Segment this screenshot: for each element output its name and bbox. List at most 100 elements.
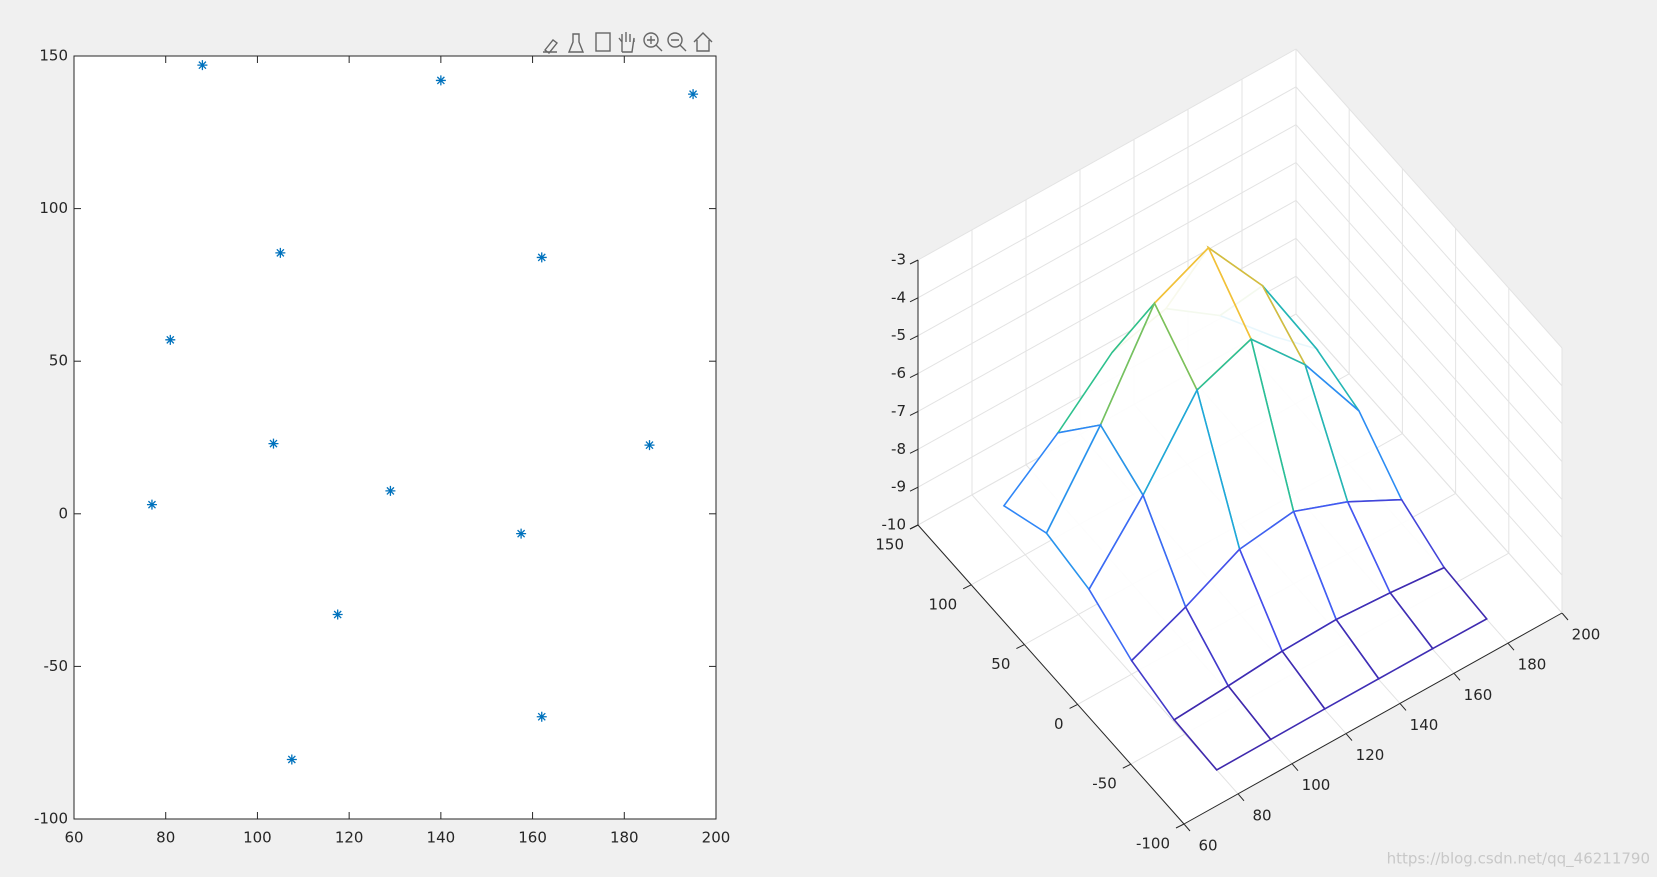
y-tick <box>1069 703 1078 709</box>
x-tick-label: 100 <box>1302 776 1331 794</box>
grid-line <box>1295 124 1563 425</box>
x-tick-label: 180 <box>610 829 639 847</box>
grid-line <box>1295 275 1563 576</box>
brush-icon[interactable] <box>543 39 558 54</box>
x-tick <box>1345 733 1353 741</box>
scatter-point <box>644 440 655 451</box>
back-wall-y <box>918 49 1296 525</box>
z-tick <box>909 486 919 492</box>
z-tick-label: -6 <box>891 364 906 382</box>
scatter-point <box>268 438 279 449</box>
x-axis-line <box>1183 612 1563 825</box>
grid-line <box>1295 313 1563 614</box>
zoom-out-glyph <box>671 39 687 52</box>
scatter-point <box>516 528 527 539</box>
y-tick-label: -50 <box>1092 775 1117 793</box>
z-tick-label: -3 <box>891 251 906 269</box>
y-tick-label: 100 <box>929 595 958 613</box>
scatter-point <box>385 485 396 496</box>
y-tick-label: 150 <box>39 47 68 65</box>
x-tick <box>1399 703 1407 711</box>
x-tick-label: 100 <box>243 829 272 847</box>
grid-line <box>1295 162 1563 462</box>
x-tick-label: 140 <box>1410 716 1439 734</box>
y-tick-label: 0 <box>58 504 68 522</box>
z-tick-label: -9 <box>891 478 906 496</box>
scatter-point <box>435 75 446 86</box>
x-tick-label: 200 <box>702 829 731 847</box>
z-tick-label: -4 <box>891 288 906 306</box>
y-tick-label: -100 <box>1136 835 1170 853</box>
x-tick-label: 80 <box>156 829 175 847</box>
x-tick <box>1237 793 1245 802</box>
scatter-point <box>286 754 297 765</box>
z-tick <box>909 410 919 416</box>
grid-line <box>1295 200 1563 500</box>
axes-box <box>73 55 717 820</box>
x-tick <box>1561 612 1569 621</box>
scatter-point <box>332 609 343 620</box>
scatter-point <box>146 499 157 510</box>
y-tick <box>962 584 972 590</box>
y-tick-label: 0 <box>1054 715 1064 733</box>
z-tick <box>909 297 919 303</box>
x-tick-label: 120 <box>335 829 364 847</box>
x-tick-label: 60 <box>64 829 83 847</box>
watermark: https://blog.csdn.net/qq_46211790 <box>1387 850 1650 869</box>
legend-icon[interactable] <box>595 32 611 52</box>
z-tick-label: -7 <box>891 402 906 420</box>
grid-line <box>917 86 1297 299</box>
y-tick <box>1122 763 1132 769</box>
y-tick-label: -50 <box>44 657 69 675</box>
x-tick <box>1453 672 1461 681</box>
grid-line <box>1295 48 1563 349</box>
x-tick-label: 200 <box>1572 626 1601 644</box>
y-tick-label: 50 <box>49 352 68 370</box>
home-icon[interactable] <box>693 32 713 52</box>
x-tick <box>1507 642 1515 651</box>
mesh-cell <box>1172 684 1272 771</box>
z-tick-label: -8 <box>891 440 906 458</box>
x-tick-label: 60 <box>1198 837 1217 855</box>
zoom-out-icon[interactable] <box>667 32 683 48</box>
y-tick-label: 100 <box>39 199 68 217</box>
x-tick-label: 120 <box>1356 746 1385 764</box>
y-tick-label: 50 <box>991 655 1010 673</box>
back-wall-x <box>1296 49 1562 613</box>
scatter-point <box>688 89 699 100</box>
x-tick-label: 160 <box>1464 686 1493 704</box>
y-tick-label: 150 <box>875 536 904 554</box>
grid-line <box>917 199 1297 412</box>
grid-line <box>1295 86 1563 387</box>
z-tick-label: -5 <box>891 326 906 344</box>
scatter-point <box>275 247 286 258</box>
scatter-point <box>197 60 208 71</box>
scatter-point <box>536 252 547 263</box>
x-tick-label: 80 <box>1252 806 1271 824</box>
z-tick <box>909 259 919 265</box>
x-tick-label: 140 <box>427 829 456 847</box>
z-tick-label: -10 <box>882 516 907 534</box>
grid-line <box>1295 237 1563 538</box>
scatter-point <box>165 334 176 345</box>
z-tick <box>909 448 919 454</box>
x-tick-label: 160 <box>518 829 547 847</box>
zoom-in-glyph <box>647 36 663 52</box>
y-axis-line <box>917 524 1185 825</box>
z-tick <box>909 524 919 530</box>
zoom-in-icon[interactable] <box>643 32 659 48</box>
x-tick-label: 180 <box>1518 656 1547 674</box>
axes-toolbar[interactable] <box>543 32 713 54</box>
data-tip-icon[interactable] <box>567 33 585 53</box>
grid-line <box>917 124 1297 337</box>
x-tick <box>1291 763 1299 772</box>
pan-icon[interactable] <box>618 32 635 53</box>
z-tick <box>909 335 919 341</box>
x-tick <box>1183 823 1191 832</box>
grid-line <box>917 48 1297 261</box>
scatter-point <box>536 711 547 722</box>
y-tick-label: -100 <box>34 810 68 828</box>
z-tick <box>909 373 919 379</box>
